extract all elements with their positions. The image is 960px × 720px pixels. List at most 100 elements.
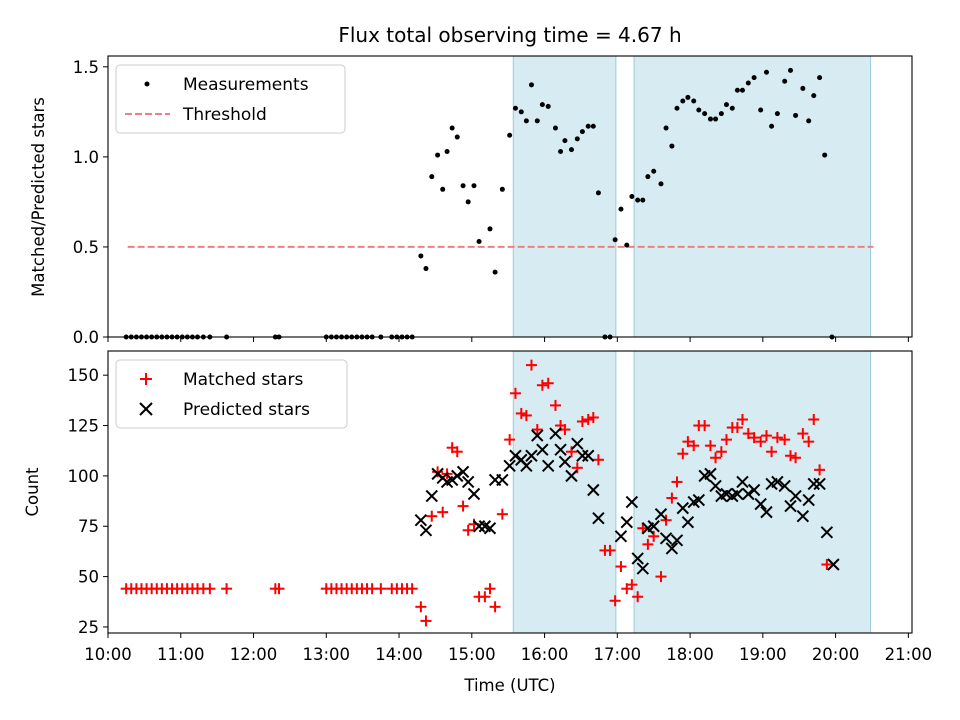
bottom-y-tick-label: 150	[68, 366, 100, 385]
measurement-point	[444, 148, 450, 154]
measurement-point	[691, 98, 697, 104]
matched-star-marker	[542, 377, 554, 389]
matched-star-marker	[688, 440, 700, 452]
predicted-star-marker	[565, 469, 578, 483]
measurement-point	[629, 194, 635, 199]
measurement-point	[590, 123, 596, 129]
legend-measurements-label: Measurements	[183, 75, 309, 95]
predicted-star-marker	[784, 499, 797, 513]
predicted-star-marker	[536, 443, 549, 456]
predicted-star-marker	[456, 465, 470, 479]
top-y-tick-label: 1.5	[73, 58, 99, 77]
bottom-y-tick-label: 125	[68, 417, 100, 436]
measurement-point	[758, 107, 764, 113]
measurement-point	[782, 78, 788, 84]
predicted-star-marker	[531, 429, 544, 442]
x-tick-label: 20:00	[812, 645, 860, 664]
measurement-point	[702, 111, 708, 117]
measurement-point	[745, 80, 751, 86]
measurement-point	[806, 118, 812, 124]
predicted-star-marker	[496, 473, 509, 487]
observing-interval-1	[512, 55, 617, 338]
matched-star-marker	[420, 615, 432, 627]
measurement-point	[811, 93, 817, 99]
predicted-star-marker	[592, 511, 605, 525]
x-tick-label: 21:00	[885, 645, 933, 664]
predicted-star-marker	[509, 449, 522, 462]
measurement-point	[440, 186, 446, 192]
predicted-star-marker	[554, 443, 567, 456]
measurement-point	[558, 148, 564, 154]
predicted-star-marker	[467, 487, 481, 501]
measurement-point	[707, 116, 713, 122]
measurement-point	[817, 75, 823, 81]
measurement-point	[663, 125, 669, 131]
predicted-star-marker	[614, 530, 628, 543]
measurement-point	[685, 94, 691, 100]
top-legend: Measurements Threshold	[115, 64, 346, 134]
measurement-point	[528, 82, 534, 88]
matched-star-marker	[221, 583, 233, 595]
measurement-point	[763, 69, 769, 75]
matched-star-marker	[648, 530, 660, 542]
measurement-point	[429, 174, 435, 180]
x-tick-label: 19:00	[739, 645, 787, 664]
predicted-star-marker	[747, 483, 761, 497]
top-y-axis-label: Matched/Predicted stars	[29, 97, 48, 297]
matched-star-marker	[406, 583, 418, 595]
legend-predicted-label: Predicted stars	[183, 400, 310, 420]
x-tick-label: 12:00	[230, 645, 278, 664]
matched-star-marker	[559, 424, 571, 436]
legend-matched-label: Matched stars	[183, 370, 303, 390]
legend-matched-marker	[140, 373, 152, 385]
measurement-point	[454, 134, 460, 140]
measurement-point	[680, 98, 686, 104]
predicted-star-marker	[520, 459, 533, 473]
matched-star-marker	[549, 399, 561, 411]
matched-star-marker	[715, 446, 727, 458]
measurement-point	[612, 237, 618, 243]
predicted-star-marker	[549, 427, 562, 440]
matched-star-marker	[457, 500, 469, 512]
measurement-point	[534, 118, 540, 124]
matched-star-marker	[803, 436, 815, 448]
matched-star-marker	[462, 524, 474, 536]
predicted-star-marker	[451, 469, 464, 483]
x-tick-label: 11:00	[157, 645, 205, 664]
predicted-star-marker	[636, 562, 649, 575]
matched-star-marker	[273, 583, 285, 595]
bottom-legend: Matched stars Predicted stars	[115, 359, 348, 429]
measurement-point	[635, 197, 641, 203]
matched-star-marker	[479, 591, 491, 603]
matched-star-marker	[720, 434, 732, 446]
measurement-point	[492, 269, 498, 275]
measurement-point	[512, 105, 518, 111]
matched-star-marker	[509, 387, 521, 399]
chart-title: Flux total observing time = 4.67 h	[338, 23, 681, 47]
predicted-star-marker	[771, 475, 784, 489]
measurement-point	[487, 226, 493, 232]
matched-star-marker	[489, 601, 501, 613]
predicted-star-marker	[541, 459, 555, 473]
matched-star-marker	[736, 413, 748, 425]
bottom-y-tick-label: 50	[78, 568, 99, 587]
top-y-tick-label: 1.0	[73, 148, 99, 167]
matched-star-marker	[432, 466, 444, 478]
predicted-star-marker	[472, 520, 486, 533]
matched-star-marker	[576, 416, 588, 427]
measurement-point	[449, 125, 455, 131]
matched-star-marker	[515, 407, 527, 419]
measurement-point	[460, 183, 466, 189]
measurement-point	[568, 147, 574, 153]
measurement-point	[562, 138, 568, 144]
matched-star-marker	[504, 434, 516, 446]
matched-star-marker	[771, 432, 783, 444]
predicted-star-marker	[731, 487, 744, 501]
predicted-star-marker	[558, 455, 572, 468]
measurement-point	[471, 183, 477, 189]
measurement-point	[523, 118, 529, 124]
measurement-point	[624, 242, 630, 248]
matched-star-marker	[760, 430, 772, 442]
matched-star-marker	[525, 359, 537, 371]
